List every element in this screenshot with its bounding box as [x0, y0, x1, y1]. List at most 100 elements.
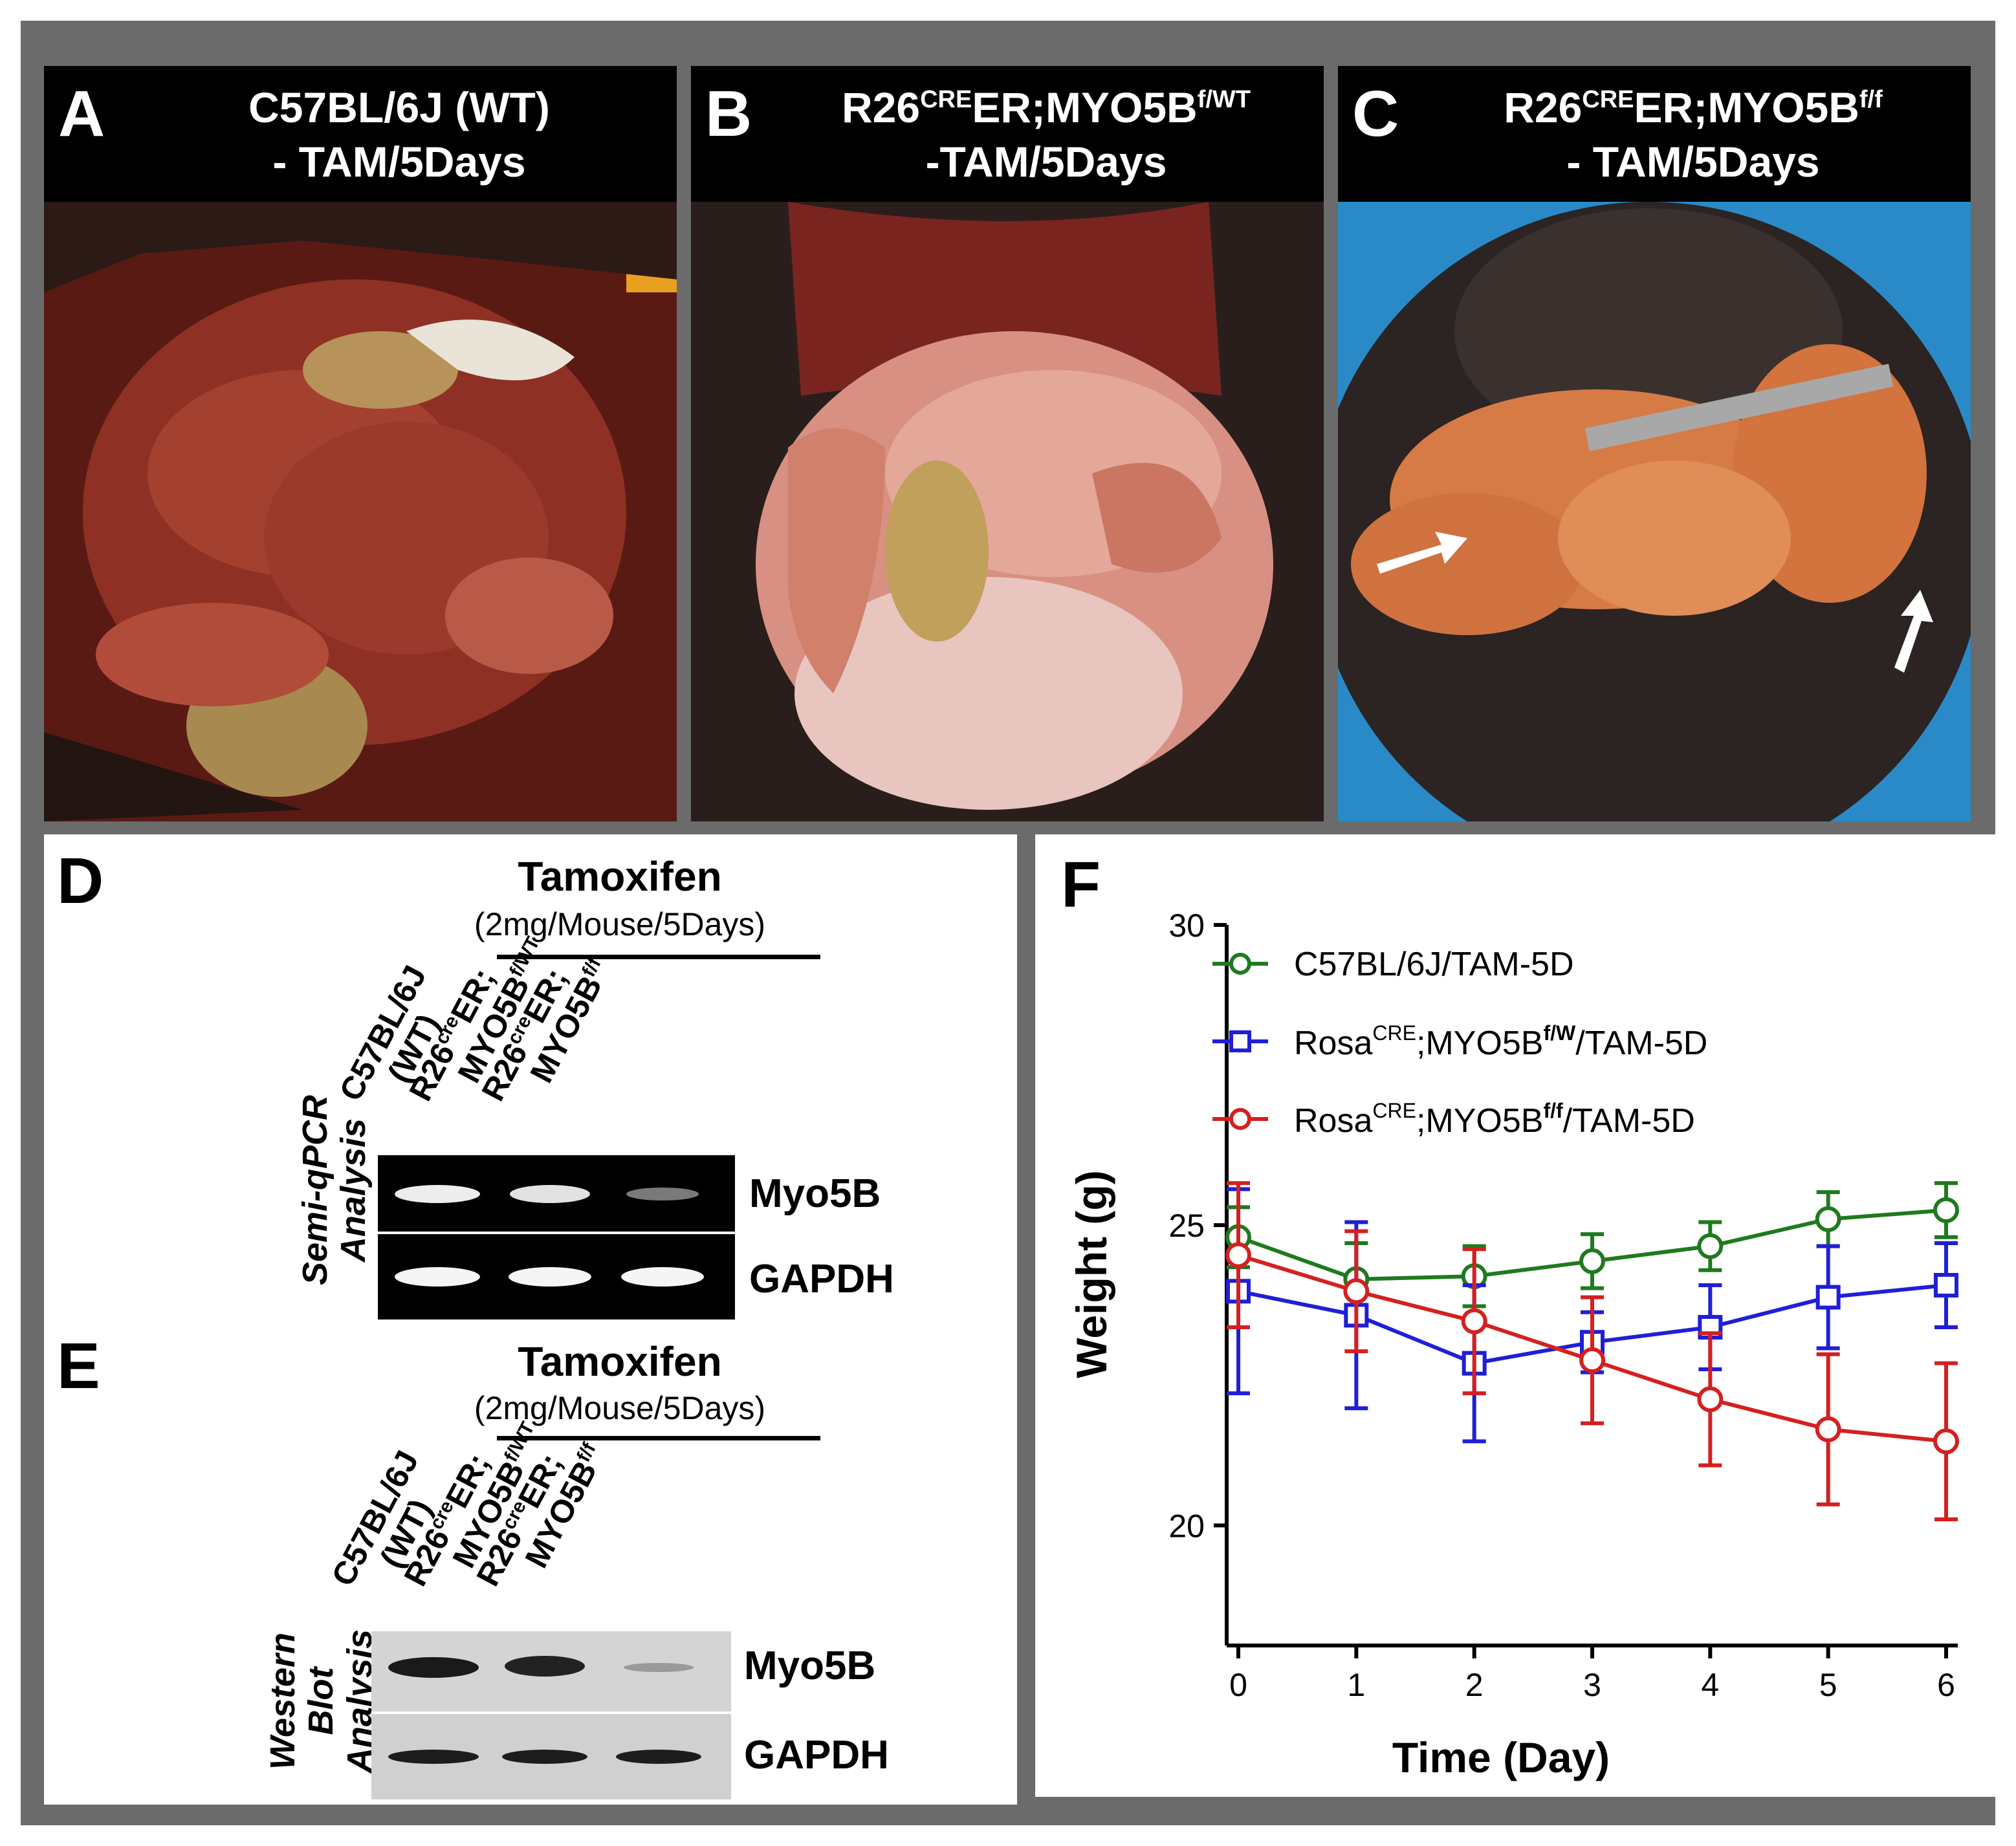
legend-label-3-cre: CRE: [1372, 1099, 1416, 1122]
panel-b-title-myo5b: ER;MYO5B: [972, 83, 1198, 131]
panel-b: B R26CREER;MYO5Bf/WT -TAM/5Days: [691, 66, 1324, 821]
data-point: [1225, 1242, 1251, 1268]
panel-e-blot: [371, 1631, 731, 1799]
gel-band-myo5b-lane1: [395, 1185, 480, 1203]
data-point: [1933, 1428, 1959, 1455]
panel-c-title-line2: - TAM/5Days: [1566, 138, 1820, 186]
panel-b-title-genotype: f/WT: [1197, 86, 1251, 113]
arrow-right-icon: [1894, 590, 1933, 673]
panel-c-header: C R26CREER;MYO5Bf/f - TAM/5Days: [1338, 66, 1971, 202]
gel-band-gapdh-lane2: [509, 1267, 591, 1287]
panel-e-side-label-1: Western: [263, 1632, 302, 1770]
legend-label-2-cre: CRE: [1372, 1021, 1416, 1045]
data-point: [1579, 1248, 1605, 1274]
panel-e-band-myo5b: Myo5B: [744, 1644, 876, 1688]
panel-b-title-line1: R26CREER;MYO5Bf/WT: [782, 80, 1311, 135]
panel-a-title-line1: C57BL/6J (WT): [248, 83, 550, 131]
panel-b-photo: [691, 202, 1324, 821]
blot-band-gapdh-lane1: [388, 1750, 479, 1764]
panel-c: C R26CREER;MYO5Bf/f - TAM/5Days: [1338, 66, 1971, 821]
chart-legend: C57BL/6J/TAM-5D RosaCRE;MYO5Bf/W/TAM-5D …: [1212, 946, 1707, 1140]
panel-c-title-genotype: f/f: [1859, 86, 1883, 113]
panel-d-bar: [497, 955, 820, 959]
y-tick-label: 20: [1168, 1508, 1205, 1544]
panel-a-title: C57BL/6J (WT) - TAM/5Days: [135, 80, 664, 189]
legend-label-3: RosaCRE;MYO5Bf/f/TAM-5D: [1294, 1099, 1695, 1140]
panel-e-subtitle: (2mg/Mouse/5Days): [474, 1390, 766, 1426]
panel-e-title: Tamoxifen: [518, 1338, 722, 1385]
panel-c-title-myo5b: ER;MYO5B: [1634, 83, 1859, 131]
data-point: [1343, 1278, 1370, 1305]
panel-b-title: R26CREER;MYO5Bf/WT -TAM/5Days: [782, 80, 1311, 189]
panel-c-letter: C: [1352, 78, 1399, 150]
data-point: [1815, 1416, 1841, 1442]
blot-band-myo5b-lane2: [505, 1656, 585, 1677]
data-point: [1579, 1347, 1605, 1374]
data-point: [1697, 1386, 1724, 1413]
series-3: [1225, 1181, 1959, 1522]
legend-label-2: RosaCRE;MYO5Bf/W/TAM-5D: [1294, 1021, 1707, 1062]
gel-band-gapdh-lane1: [395, 1267, 480, 1287]
panel-c-photo: [1338, 202, 1971, 821]
panel-b-letter: B: [705, 78, 752, 150]
data-point: [1815, 1206, 1841, 1232]
panel-e-bar: [497, 1436, 820, 1440]
axes: 20 25 30 0 1 2 3 4 5 6: [1168, 907, 1958, 1703]
x-tick-label: 0: [1229, 1667, 1247, 1703]
x-tick-label: 5: [1819, 1667, 1837, 1703]
panel-c-title: R26CREER;MYO5Bf/f - TAM/5Days: [1429, 80, 1958, 189]
legend-label-3-myo5b: ;MYO5B: [1416, 1102, 1544, 1140]
blot-band-gapdh-lane2: [502, 1750, 587, 1764]
legend-label-1-text: C57BL/6J/TAM-5D: [1294, 946, 1574, 983]
x-tick-label: 6: [1937, 1667, 1955, 1703]
panel-b-title-line2: -TAM/5Days: [925, 138, 1167, 186]
x-tick-label: 4: [1701, 1667, 1719, 1703]
panel-d-title: Tamoxifen: [518, 853, 722, 900]
gel-band-myo5b-lane3: [626, 1188, 699, 1200]
x-tick-label: 1: [1347, 1667, 1365, 1703]
panel-e-band-gapdh: GAPDH: [744, 1733, 889, 1777]
legend-label-3-tam: /TAM-5D: [1563, 1102, 1695, 1140]
panel-d-letter: D: [57, 845, 104, 917]
legend-label-2-genotype: f/W: [1543, 1021, 1576, 1045]
panel-f-letter: F: [1061, 849, 1101, 921]
legend-label-2-rosa: Rosa: [1294, 1025, 1372, 1062]
chart-marks: [1225, 1181, 1959, 1522]
panel-e-letter: E: [57, 1330, 100, 1402]
panel-c-title-cre: CRE: [1582, 86, 1634, 113]
panel-a-title-line2: - TAM/5Days: [272, 138, 526, 186]
panel-d-gel: [378, 1155, 735, 1319]
panel-b-header: B R26CREER;MYO5Bf/WT -TAM/5Days: [691, 66, 1324, 202]
panel-d-band-myo5b: Myo5B: [749, 1171, 881, 1216]
panel-d-subtitle: (2mg/Mouse/5Days): [474, 906, 766, 942]
y-tick-label: 25: [1168, 1208, 1205, 1244]
panel-a-photo: [44, 202, 677, 821]
gel-band-myo5b-lane2: [510, 1185, 590, 1203]
data-point: [1697, 1233, 1724, 1259]
y-tick-label: 30: [1168, 907, 1205, 944]
legend-label-1: C57BL/6J/TAM-5D: [1294, 946, 1574, 983]
panel-b-title-cre: CRE: [920, 86, 972, 113]
legend-item-1: C57BL/6J/TAM-5D: [1212, 946, 1574, 983]
data-point: [1933, 1197, 1959, 1223]
panel-de-box: D Tamoxifen (2mg/Mouse/5Days) C57BL/6J (W…: [44, 834, 1017, 1805]
data-point: [1461, 1308, 1487, 1334]
panel-d-side-label: Semi-qPCR Analysis: [296, 1074, 387, 1307]
panel-b-title-r26: R26: [842, 83, 921, 131]
legend-label-3-genotype: f/f: [1543, 1099, 1563, 1122]
panel-c-title-line1: R26CREER;MYO5Bf/f: [1429, 80, 1958, 135]
gel-band-gapdh-lane3: [621, 1267, 704, 1287]
legend-item-3: RosaCRE;MYO5Bf/f/TAM-5D: [1212, 1099, 1695, 1140]
legend-label-3-rosa: Rosa: [1294, 1102, 1372, 1140]
arrow-left-icon: [1377, 532, 1467, 574]
data-point: [1815, 1285, 1841, 1310]
weight-chart: F Weight (g) Time (Day) 20 25 30 0 1 2 3 4 5 6 C5…: [1061, 849, 1959, 1781]
panel-a: A C57BL/6J (WT) - TAM/5Days: [44, 66, 677, 821]
y-axis-label: Weight (g): [1068, 1170, 1115, 1378]
x-tick-label: 2: [1465, 1667, 1484, 1703]
x-axis-label: Time (Day): [1392, 1733, 1610, 1781]
blot-band-myo5b-lane1: [388, 1657, 479, 1678]
legend-label-2-tam: /TAM-5D: [1575, 1025, 1707, 1062]
panel-a-letter: A: [58, 78, 105, 150]
blot-band-myo5b-lane3: [624, 1663, 694, 1672]
